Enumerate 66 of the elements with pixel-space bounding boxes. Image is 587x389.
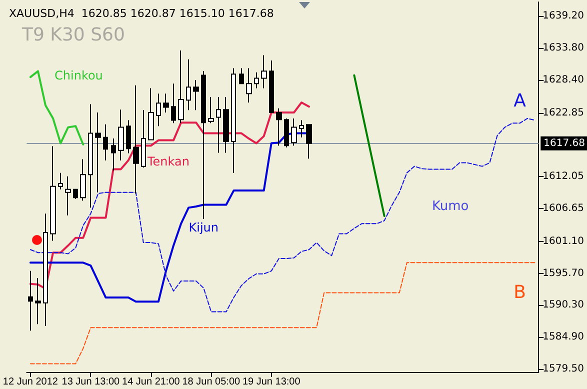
- series-label: Kijun: [188, 220, 218, 235]
- candlestick: [208, 96, 214, 124]
- series-label: B: [514, 282, 526, 304]
- candlestick: [133, 84, 139, 194]
- y-tick-label: 1595.70: [542, 268, 584, 279]
- candlestick: [148, 88, 154, 141]
- candlestick: [284, 118, 289, 148]
- candlestick: [201, 70, 206, 220]
- candlestick: [193, 80, 199, 111]
- candlestick: [178, 50, 184, 124]
- x-tick-label: 14 Jun 21:00: [122, 376, 180, 388]
- line-series: [30, 118, 536, 312]
- series-label: Chinkou: [54, 68, 103, 82]
- candlestick: [306, 124, 312, 160]
- x-tick-label: 19 Jun 13:00: [242, 376, 301, 388]
- candlestick: [216, 96, 221, 154]
- candlestick: [80, 158, 86, 202]
- y-tick-label: 1622.85: [542, 107, 584, 118]
- candlestick: [186, 58, 191, 111]
- candlestick: [299, 120, 304, 138]
- candlestick: [126, 120, 131, 154]
- candlestick: [239, 68, 244, 84]
- y-tick-label: 1579.50: [542, 364, 584, 375]
- candlestick: [50, 146, 56, 242]
- candlestick: [65, 176, 71, 216]
- candlestick: [58, 172, 63, 190]
- candlestick: [43, 213, 48, 326]
- candlestick: [141, 110, 146, 168]
- series-label: A: [514, 90, 527, 112]
- candlestick: [88, 104, 93, 208]
- candlestick: [163, 93, 169, 114]
- candlestick: [95, 112, 101, 193]
- y-tick-label: 1590.30: [542, 300, 584, 311]
- candlestick: [103, 124, 108, 161]
- ref-line-label: 1617.68: [544, 138, 586, 149]
- annotation: T9 K30 S60: [21, 24, 125, 46]
- y-tick-label: 1639.20: [542, 10, 584, 22]
- x-tick-label: 12 Jun 2012: [2, 376, 58, 388]
- x-tick-label: 13 Jun 13:00: [62, 376, 120, 388]
- y-tick-label: 1584.90: [542, 332, 584, 343]
- candlestick: [231, 68, 236, 174]
- candlestick: [171, 83, 176, 124]
- line-series: [30, 262, 536, 364]
- series-label: Tenkan: [146, 154, 190, 168]
- candlestick: [254, 72, 259, 89]
- candlestick: [291, 118, 297, 146]
- y-tick-label: 1612.05: [542, 171, 584, 182]
- candlestick: [269, 60, 274, 114]
- candlestick: [156, 93, 161, 127]
- candlestick: [28, 270, 33, 332]
- candlestick: [246, 68, 252, 103]
- candlestick: [223, 96, 229, 154]
- candlestick: [276, 108, 282, 146]
- y-tick-label: 1601.10: [542, 236, 584, 247]
- y-tick-label: 1633.80: [542, 42, 584, 54]
- text: XAUUSD,H4 1620.85 1620.87 1615.10 1617.68: [9, 7, 274, 20]
- candlestick: [261, 54, 267, 89]
- candlestick: [111, 138, 116, 171]
- y-tick-label: 1606.65: [542, 203, 584, 214]
- candlestick: [118, 109, 124, 161]
- candlestick: [35, 278, 41, 325]
- y-tick-label: 1628.40: [542, 74, 584, 86]
- x-tick-label: 18 Jun 05:00: [182, 376, 240, 388]
- line-series: [29, 101, 310, 290]
- candlestick: [73, 188, 78, 200]
- annotation: Kumo: [432, 199, 469, 214]
